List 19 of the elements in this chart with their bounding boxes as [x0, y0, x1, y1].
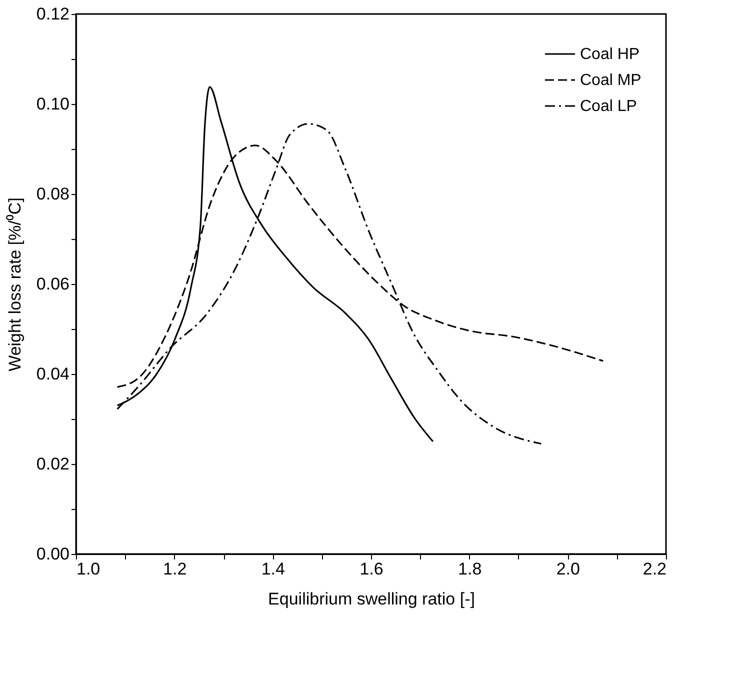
x-tick-label: 1.2 — [163, 560, 187, 578]
y-tick-label: 0.10 — [36, 94, 70, 114]
x-tick-label: 2.2 — [642, 560, 666, 578]
legend-label: Coal LP — [580, 98, 637, 115]
legend-label: Coal MP — [580, 72, 642, 89]
x-tick-label: 1.4 — [261, 560, 285, 578]
x-tick-label: 2.0 — [556, 560, 580, 578]
y-tick-label: 0.02 — [36, 454, 70, 474]
y-tick-label: 0.06 — [36, 274, 70, 294]
y-tick-label: 0.12 — [36, 4, 70, 24]
x-tick-label: 1.6 — [360, 560, 384, 578]
y-tick-label: 0.04 — [36, 364, 70, 384]
x-tick-label: 1.8 — [458, 560, 482, 578]
legend-label: Coal HP — [580, 46, 640, 63]
y-tick-label: 0.00 — [36, 544, 70, 564]
x-tick-label: 1.0 — [76, 560, 100, 578]
y-tick-label: 0.08 — [36, 184, 70, 204]
y-axis-title: Weight loss rate [%/⁰C] — [5, 198, 24, 372]
x-axis-title: Equilibrium swelling ratio [-] — [268, 590, 475, 608]
